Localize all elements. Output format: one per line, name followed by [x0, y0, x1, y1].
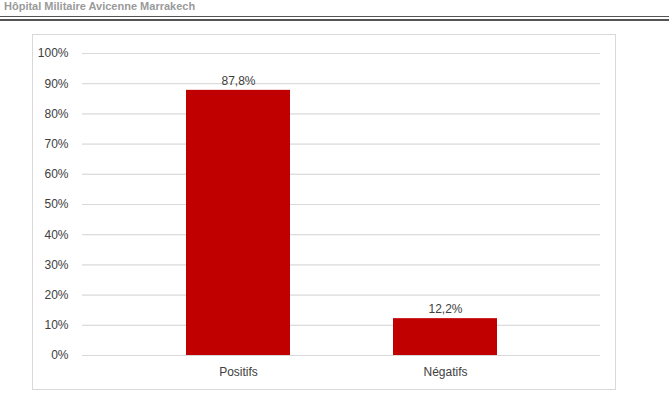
html-text:Hôpital Militaire Avicenne Mar: Hôpital Militaire Avicenne Marrakech: [4, 0, 196, 12]
svg-text:Négatifs: Négatifs: [423, 365, 467, 379]
svg-text:90%: 90%: [44, 77, 68, 91]
svg-text:60%: 60%: [44, 167, 68, 181]
svg-text:70%: 70%: [44, 137, 68, 151]
svg-text:30%: 30%: [44, 258, 68, 272]
svg-text:Positifs: Positifs: [219, 365, 258, 379]
svg-text:100%: 100%: [38, 46, 69, 60]
svg-text:20%: 20%: [44, 288, 68, 302]
svg-text:50%: 50%: [44, 197, 68, 211]
svg-text:40%: 40%: [44, 228, 68, 242]
svg-text:80%: 80%: [44, 107, 68, 121]
svg-text:10%: 10%: [44, 318, 68, 332]
svg-text:87,8%: 87,8%: [221, 74, 255, 88]
svg-text:12,2%: 12,2%: [428, 302, 462, 316]
svg-text:0%: 0%: [51, 348, 69, 362]
